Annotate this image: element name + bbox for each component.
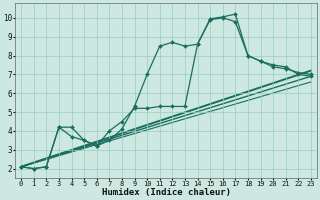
X-axis label: Humidex (Indice chaleur): Humidex (Indice chaleur) [101,188,230,197]
